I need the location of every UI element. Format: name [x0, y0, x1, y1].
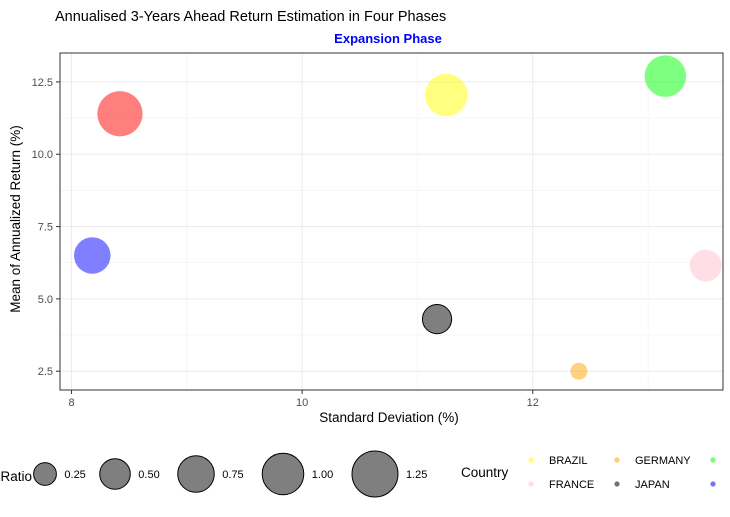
data-point-6 [570, 362, 588, 380]
data-point-5 [421, 304, 453, 335]
y-tick-label: 12.5 [32, 77, 53, 89]
size-legend-key-4 [351, 450, 399, 498]
data-point-1 [425, 73, 468, 117]
color-legend-label-3: FRANCE [549, 479, 594, 491]
size-legend-key-1 [99, 458, 131, 490]
color-legend-label-0: BRAZIL [549, 455, 588, 467]
plot-grid [60, 53, 723, 390]
color-legend-title: Country [461, 465, 509, 480]
x-tick-label: 12 [527, 397, 539, 409]
data-point-0 [97, 91, 143, 137]
size-legend-key-0 [33, 462, 57, 486]
country-color-legend: Country BRAZIL GERMANY FRANCE JAPAN [461, 455, 716, 491]
size-legend-key-2 [177, 455, 215, 493]
size-legend-label-4: 1.25 [406, 469, 427, 481]
color-legend-swatch-1 [614, 457, 620, 463]
chart-subtitle: Expansion Phase [334, 31, 442, 46]
color-legend-swatch-3 [528, 481, 534, 487]
size-legend-key-3 [261, 452, 305, 496]
plot-panel-border [59, 52, 724, 391]
size-legend-label-2: 0.75 [222, 469, 243, 481]
color-legend-swatch-5 [710, 481, 716, 487]
y-tick-label: 2.5 [38, 366, 53, 378]
color-legend-swatch-0 [528, 457, 534, 463]
ratio-size-legend: Ratio 0.25 0.50 0.75 1.00 1.25 [0, 450, 427, 498]
data-points [74, 55, 722, 380]
data-point-2 [644, 55, 687, 97]
color-legend-swatch-2 [710, 457, 716, 463]
chart-title: Annualised 3-Years Ahead Return Estimati… [55, 9, 446, 25]
color-legend-label-1: GERMANY [635, 455, 691, 467]
y-axis-label: Mean of Annualized Return (%) [8, 125, 23, 313]
size-legend-label-0: 0.25 [64, 469, 85, 481]
x-tick-label: 8 [68, 397, 74, 409]
color-legend-swatch-4 [614, 481, 620, 487]
x-tick-label: 10 [296, 397, 308, 409]
y-tick-label: 7.5 [38, 222, 53, 234]
y-tick-label: 10.0 [32, 149, 53, 161]
axis-ticks: 8 10 12 2.5 5.0 7.5 10.0 12.5 [32, 77, 539, 409]
size-legend-label-3: 1.00 [312, 469, 333, 481]
color-legend-label-4: JAPAN [635, 479, 670, 491]
y-tick-label: 5.0 [38, 294, 53, 306]
size-legend-title: Ratio [0, 469, 32, 484]
data-point-3 [74, 237, 111, 274]
size-legend-label-1: 0.50 [138, 469, 159, 481]
x-axis-label: Standard Deviation (%) [319, 410, 459, 425]
data-point-4 [689, 249, 722, 282]
